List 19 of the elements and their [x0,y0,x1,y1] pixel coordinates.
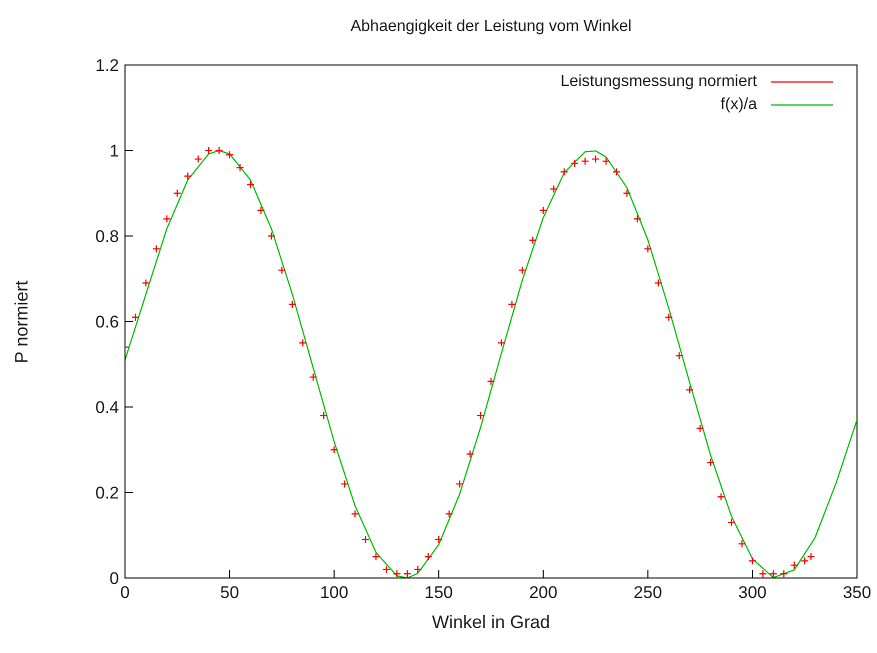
y-tick-label: 0 [110,569,119,588]
y-axis-title: P normiert [12,280,32,363]
y-tick-label: 0.2 [95,484,119,503]
x-tick-label: 150 [424,583,453,602]
legend-label: f(x)/a [720,96,757,114]
legend-label: Leistungsmessung normiert [560,72,757,90]
chart-title: Abhaengigkeit der Leistung vom Winkel [349,18,633,36]
x-axis-title: Winkel in Grad [430,612,552,633]
x-tick-label: 350 [842,583,872,602]
x-tick-label: 300 [738,583,767,602]
y-tick-label: 0.6 [95,312,119,332]
y-tick-label: 1 [110,142,119,161]
x-tick-label: 50 [220,583,240,602]
x-tick-label: 100 [320,583,348,602]
y-tick-label: 1.2 [95,56,119,76]
x-tick-label: 200 [529,583,558,602]
y-tick-label: 0.8 [95,227,119,246]
y-tick-label: 0.4 [95,398,119,418]
x-tick-label: 250 [634,583,662,602]
